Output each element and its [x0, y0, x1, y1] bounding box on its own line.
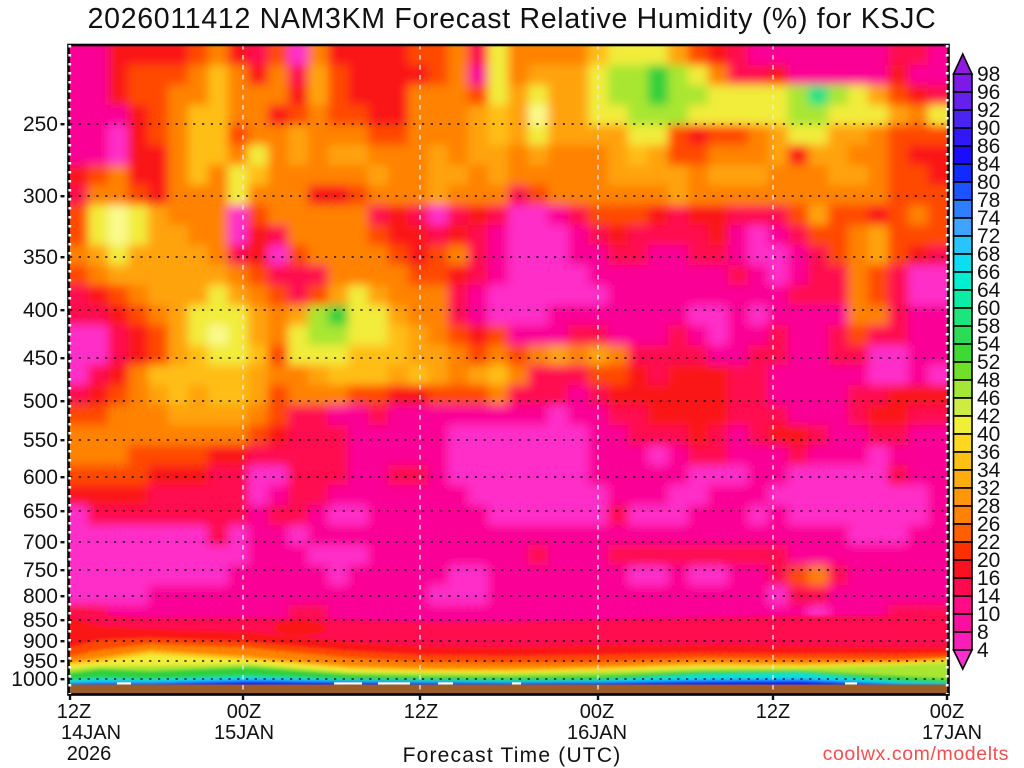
- svg-text:96: 96: [977, 81, 1000, 104]
- svg-text:26: 26: [977, 513, 1000, 536]
- svg-text:450: 450: [23, 347, 58, 370]
- svg-text:coolwx.com/modelts: coolwx.com/modelts: [823, 743, 1009, 765]
- svg-text:22: 22: [977, 531, 1000, 554]
- svg-text:8: 8: [977, 621, 989, 644]
- svg-text:66: 66: [977, 261, 1000, 284]
- svg-text:28: 28: [977, 495, 1000, 518]
- svg-text:500: 500: [23, 390, 58, 413]
- svg-text:1000: 1000: [11, 668, 58, 691]
- svg-text:12Z: 12Z: [404, 701, 438, 723]
- svg-text:86: 86: [977, 135, 1000, 158]
- svg-text:650: 650: [23, 500, 58, 523]
- svg-text:550: 550: [23, 429, 58, 452]
- svg-text:750: 750: [23, 559, 58, 582]
- svg-text:32: 32: [977, 477, 1000, 500]
- svg-text:950: 950: [23, 650, 58, 673]
- svg-text:00Z: 00Z: [227, 701, 261, 723]
- svg-text:72: 72: [977, 225, 1000, 248]
- svg-text:36: 36: [977, 441, 1000, 464]
- svg-text:850: 850: [23, 609, 58, 632]
- svg-text:10: 10: [977, 603, 1000, 626]
- svg-text:600: 600: [23, 466, 58, 489]
- svg-text:2026011412 NAM3KM Forecast Rel: 2026011412 NAM3KM Forecast Relative Humi…: [88, 3, 937, 35]
- svg-text:2026: 2026: [67, 743, 112, 765]
- svg-text:40: 40: [977, 423, 1000, 446]
- svg-text:20: 20: [977, 549, 1000, 572]
- svg-text:60: 60: [977, 297, 1000, 320]
- svg-text:12Z: 12Z: [756, 701, 790, 723]
- svg-text:48: 48: [977, 369, 1000, 392]
- svg-text:34: 34: [977, 459, 1001, 482]
- svg-text:64: 64: [977, 279, 1001, 302]
- svg-text:14JAN: 14JAN: [61, 722, 121, 744]
- svg-text:15JAN: 15JAN: [214, 722, 274, 744]
- svg-text:300: 300: [23, 185, 58, 208]
- svg-text:42: 42: [977, 405, 1000, 428]
- svg-text:900: 900: [23, 630, 58, 653]
- svg-text:16JAN: 16JAN: [567, 722, 627, 744]
- svg-text:250: 250: [23, 113, 58, 136]
- svg-text:17JAN: 17JAN: [922, 722, 982, 744]
- svg-text:68: 68: [977, 243, 1000, 266]
- svg-text:80: 80: [977, 171, 1000, 194]
- svg-text:12Z: 12Z: [57, 701, 91, 723]
- svg-text:90: 90: [977, 117, 1000, 140]
- svg-text:52: 52: [977, 351, 1000, 374]
- svg-text:54: 54: [977, 333, 1001, 356]
- svg-text:00Z: 00Z: [930, 701, 964, 723]
- svg-text:800: 800: [23, 585, 58, 608]
- svg-text:98: 98: [977, 63, 1000, 86]
- svg-text:350: 350: [23, 246, 58, 269]
- svg-text:14: 14: [977, 585, 1001, 608]
- svg-text:Forecast Time (UTC): Forecast Time (UTC): [403, 744, 622, 767]
- svg-text:00Z: 00Z: [580, 701, 614, 723]
- svg-text:4: 4: [977, 639, 989, 662]
- svg-text:74: 74: [977, 207, 1001, 230]
- svg-text:700: 700: [23, 531, 58, 554]
- svg-text:84: 84: [977, 153, 1001, 176]
- svg-text:16: 16: [977, 567, 1000, 590]
- svg-text:400: 400: [23, 299, 58, 322]
- svg-text:78: 78: [977, 189, 1000, 212]
- svg-text:46: 46: [977, 387, 1000, 410]
- svg-text:92: 92: [977, 99, 1000, 122]
- svg-text:58: 58: [977, 315, 1000, 338]
